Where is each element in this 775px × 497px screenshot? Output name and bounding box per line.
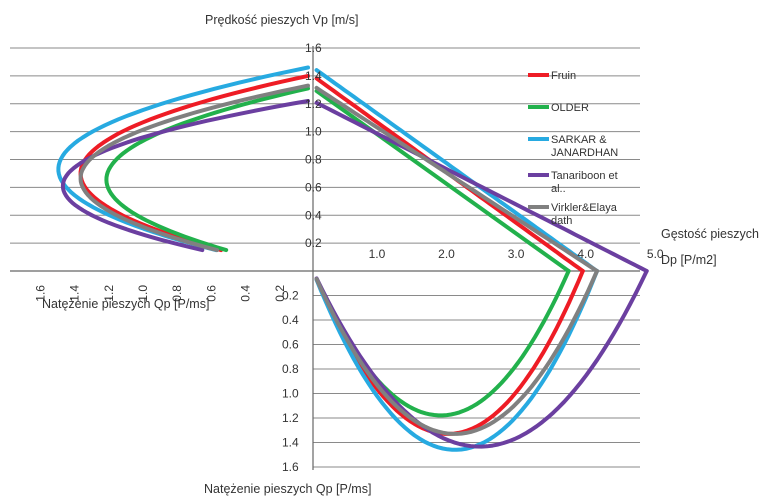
flow-tick-label-bottom: 0.8 (282, 362, 299, 376)
flow-tick-label-bottom: 1.0 (282, 387, 299, 401)
speed-tick-label: 0.4 (305, 208, 322, 222)
flow-density-line (314, 269, 649, 449)
speed-density-line (314, 85, 599, 273)
curves-layer (56, 65, 649, 452)
speed-flow-line (56, 65, 310, 253)
flow-tick-label-bottom: 0.4 (282, 313, 299, 327)
flow-tick-label-bottom: 1.4 (282, 436, 299, 450)
flow-tick-label-left: 0.4 (239, 285, 253, 302)
speed-density-line (314, 89, 571, 273)
flow-density-line (314, 269, 599, 436)
speed-tick-label: 1.6 (305, 41, 322, 55)
axes-layer (10, 46, 640, 470)
speed-flow-line (78, 83, 310, 253)
flow-tick-label-left: 0.6 (204, 285, 218, 302)
speed-axis-title: Prędkość pieszych Vp [m/s] (205, 13, 359, 27)
legend-label: dath (551, 215, 572, 227)
density-tick-label: 3.0 (508, 247, 525, 261)
legend-label: al.. (551, 183, 566, 195)
legend-label: Tanariboon et (551, 170, 618, 182)
flow-tick-label-bottom: 1.6 (282, 460, 299, 474)
legend-label: Fruin (551, 70, 576, 82)
ticks-layer: 0.2 0.4 0.6 0.8 1.0 1.2 1.4 1.6 1.0 2.0 3.0 4.0 5.0 1… (33, 41, 664, 474)
flow-tick-label-bottom: 1.2 (282, 411, 299, 425)
flow-density-line (314, 269, 599, 452)
legend-label: OLDER (551, 102, 589, 114)
flow-tick-label-bottom: 0.6 (282, 338, 299, 352)
speed-flow-line (104, 86, 310, 253)
flow-tick-label-left: 1.6 (33, 285, 47, 302)
legend: Fruin OLDER SARKAR &JANARDHAN Tanariboon et… (528, 70, 618, 227)
density-axis-title-line2: Dp [P/m2] (661, 253, 717, 267)
density-tick-label: 5.0 (647, 247, 664, 261)
density-tick-label: 2.0 (438, 247, 455, 261)
grid-layer (10, 47, 640, 468)
flow-tick-label-left: 1.4 (68, 285, 82, 302)
speed-tick-label: 1.4 (305, 69, 322, 83)
flow-tick-label-left: 1.0 (136, 285, 150, 302)
speed-flow-line (60, 99, 310, 253)
density-tick-label: 4.0 (577, 247, 594, 261)
speed-tick-label: 1.0 (305, 125, 322, 139)
density-axis-title-line1: Gęstość pieszych (661, 227, 759, 241)
speed-density-line (314, 68, 599, 273)
flow-tick-label-bottom: 0.2 (282, 289, 299, 303)
flow-tick-label-left: 0.8 (170, 285, 184, 302)
flow-tick-label-left: 0.2 (273, 285, 287, 302)
legend-label: SARKAR & (551, 134, 607, 146)
speed-tick-label: 0.8 (305, 153, 322, 167)
speed-tick-label: 0.6 (305, 180, 322, 194)
flow-axis-title-left: Natężenie pieszych Qp [P/ms] (42, 297, 209, 311)
density-tick-label: 1.0 (369, 247, 386, 261)
legend-label: Virkler&Elaya (551, 202, 618, 214)
legend-label: JANARDHAN (551, 147, 618, 159)
flow-tick-label-left: 1.2 (102, 285, 116, 302)
flow-axis-title-bottom: Natężenie pieszych Qp [P/ms] (204, 482, 371, 496)
speed-density-line (314, 100, 649, 273)
speed-tick-label: 1.2 (305, 97, 322, 111)
speed-tick-label: 0.2 (305, 236, 322, 250)
